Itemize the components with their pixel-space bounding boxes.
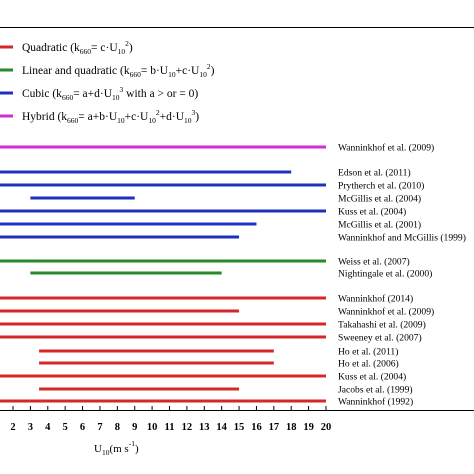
range-bars [0, 145, 326, 403]
study-label: Sweeney et al. (2007) [338, 333, 422, 344]
legend-label-quadratic: Quadratic (k660= c·U102) [22, 39, 133, 56]
legend-label-cubic: Cubic (k660= a+d·U103 with a > or = 0) [22, 85, 198, 102]
x-tick-label: 2 [10, 422, 15, 433]
x-tick-label: 15 [234, 422, 245, 433]
legend-item-linear-quadratic: Linear and quadratic (k660= b·U10+c·U102… [0, 62, 215, 79]
x-axis-label: U10(m s-1) [94, 439, 139, 457]
study-label: Wanninkhof et al. (2009) [338, 307, 434, 318]
study-label: Weiss et al. (2007) [338, 257, 410, 268]
study-labels: Wanninkhof et al. (2009) Edson et al. (20… [338, 143, 466, 408]
legend-item-cubic: Cubic (k660= a+d·U103 with a > or = 0) [0, 85, 198, 102]
x-axis-ticks: 2 3 4 5 6 7 8 9 10 11 12 13 14 15 16 17 18 19 20 [10, 406, 331, 433]
study-label: Wanninkhof (2014) [338, 294, 413, 305]
x-tick-label: 6 [80, 422, 85, 433]
study-label: McGillis et al. (2004) [338, 194, 421, 205]
x-tick-label: 11 [165, 422, 175, 433]
x-tick-label: 18 [286, 422, 297, 433]
x-tick-label: 12 [182, 422, 193, 433]
x-tick-label: 7 [97, 422, 102, 433]
study-label: Ho et al. (2006) [338, 359, 399, 370]
x-tick-label: 17 [269, 422, 280, 433]
study-label: Wanninkhof et al. (2009) [338, 143, 434, 154]
x-tick-label: 5 [63, 422, 68, 433]
x-tick-label: 16 [251, 422, 262, 433]
x-tick-label: 4 [45, 422, 51, 433]
x-tick-label: 10 [147, 422, 158, 433]
study-label: Ho et al. (2011) [338, 347, 398, 358]
study-label: McGillis et al. (2001) [338, 220, 421, 231]
study-label: Takahashi et al. (2009) [338, 320, 426, 331]
x-tick-label: 19 [303, 422, 314, 433]
study-label: Kuss et al. (2004) [338, 207, 406, 218]
x-tick-label: 9 [132, 422, 137, 433]
x-tick-label: 13 [199, 422, 210, 433]
study-label: Prytherch et al. (2010) [338, 181, 424, 192]
study-label: Jacobs et al. (1999) [338, 385, 413, 396]
legend: Quadratic (k660= c·U102) Linear and quad… [0, 39, 215, 125]
x-tick-label: 14 [216, 422, 227, 433]
study-label: Kuss et al. (2004) [338, 372, 406, 383]
study-label: Edson et al. (2011) [338, 168, 411, 179]
x-tick-label: 20 [321, 422, 332, 433]
study-label: Nightingale et al. (2000) [338, 269, 432, 280]
study-label: Wanninkhof and McGillis (1999) [338, 233, 466, 244]
x-tick-label: 3 [28, 422, 33, 433]
study-label: Wanninkhof (1992) [338, 397, 413, 408]
legend-item-quadratic: Quadratic (k660= c·U102) [0, 39, 133, 56]
x-tick-label: 8 [115, 422, 120, 433]
legend-item-hybrid: Hybrid (k660= a+b·U10+c·U102+d·U103) [0, 108, 199, 125]
legend-label-linear-quadratic: Linear and quadratic (k660= b·U10+c·U102… [22, 62, 215, 79]
legend-label-hybrid: Hybrid (k660= a+b·U10+c·U102+d·U103) [22, 108, 199, 125]
